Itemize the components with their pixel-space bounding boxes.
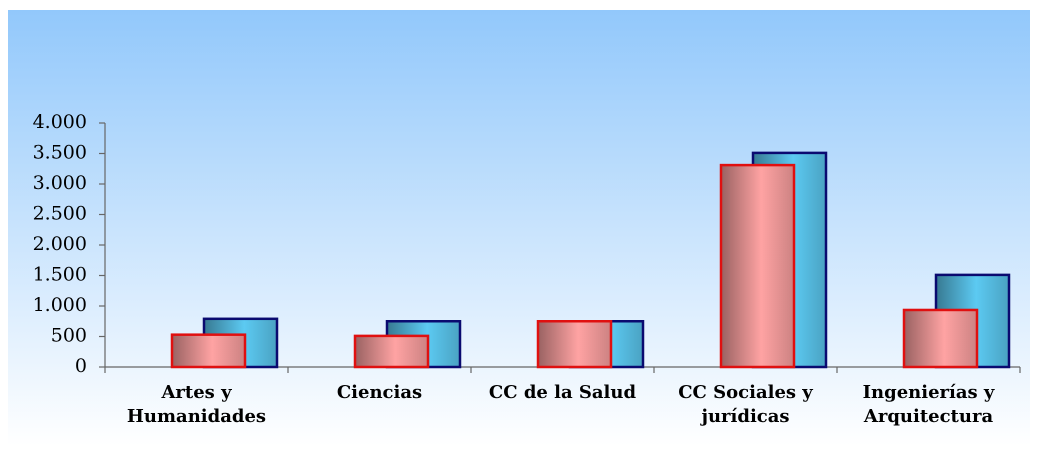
y-tick-label: 1.000 [33,294,87,316]
x-tick-label: CC de la Salud [488,382,637,403]
y-tick-label: 500 [51,325,87,347]
x-tick-label: Ingenierías y Arquitectura [862,382,995,427]
y-tick-label: 4.000 [33,111,87,133]
bar [353,334,430,369]
plot-background [8,10,1030,446]
y-tick-label: 0 [75,355,87,377]
x-tick-label: CC Sociales y jurídicas [678,382,813,427]
y-tick-label: 1.500 [33,264,87,286]
bar [902,308,979,369]
bar [536,320,613,369]
x-tick-label: Ciencias [336,382,423,403]
y-tick-label: 2.500 [33,203,87,225]
y-tick-label: 3.000 [33,172,87,194]
bar [719,163,796,369]
bar [170,333,247,369]
y-tick-label: 2.000 [33,233,87,255]
x-tick-label: Artes y Humanidades [126,382,267,427]
y-tick-label: 3.500 [33,142,87,164]
